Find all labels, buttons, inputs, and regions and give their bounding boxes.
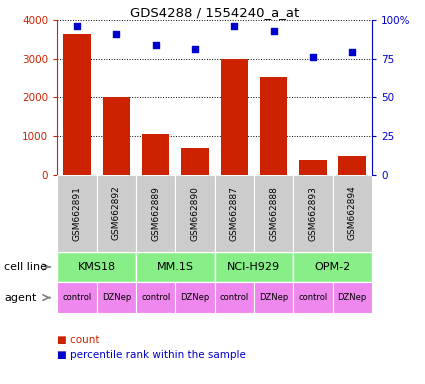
Text: GSM662894: GSM662894 [348, 186, 357, 240]
Text: NCI-H929: NCI-H929 [227, 262, 280, 272]
Bar [136, 252, 215, 282]
Text: OPM-2: OPM-2 [314, 262, 351, 272]
Bar [96, 282, 136, 313]
Text: cell line: cell line [4, 262, 47, 272]
Bar [293, 252, 372, 282]
Bar [142, 134, 170, 175]
Text: control: control [298, 293, 328, 302]
Bar [293, 175, 332, 252]
Bar [102, 98, 130, 175]
Point [231, 23, 238, 29]
Bar [254, 175, 293, 252]
Point [152, 41, 159, 48]
Bar [293, 282, 332, 313]
Bar [215, 175, 254, 252]
Point [192, 46, 198, 53]
Text: control: control [62, 293, 92, 302]
Text: agent: agent [4, 293, 37, 303]
Text: GSM662889: GSM662889 [151, 186, 160, 240]
Title: GDS4288 / 1554240_a_at: GDS4288 / 1554240_a_at [130, 6, 299, 19]
Bar [136, 175, 175, 252]
Text: ■ percentile rank within the sample: ■ percentile rank within the sample [57, 350, 246, 360]
Point [113, 31, 120, 37]
Bar [254, 282, 293, 313]
Text: GSM662888: GSM662888 [269, 186, 278, 240]
Bar [96, 175, 136, 252]
Point [270, 28, 277, 34]
Text: DZNep: DZNep [259, 293, 288, 302]
Bar [338, 156, 366, 175]
Bar [63, 33, 91, 175]
Text: GSM662890: GSM662890 [190, 186, 199, 240]
Point [349, 50, 356, 56]
Bar [221, 59, 248, 175]
Point [309, 54, 316, 60]
Text: DZNep: DZNep [102, 293, 131, 302]
Bar [57, 282, 96, 313]
Bar [299, 160, 327, 175]
Bar [136, 282, 175, 313]
Text: KMS18: KMS18 [78, 262, 116, 272]
Bar [332, 175, 372, 252]
Bar [175, 282, 215, 313]
Text: GSM662887: GSM662887 [230, 186, 239, 240]
Bar [57, 175, 96, 252]
Bar [181, 147, 209, 175]
Bar [57, 252, 136, 282]
Text: ■ count: ■ count [57, 335, 100, 345]
Text: control: control [220, 293, 249, 302]
Bar [215, 282, 254, 313]
Bar [332, 282, 372, 313]
Text: MM.1S: MM.1S [157, 262, 194, 272]
Text: GSM662891: GSM662891 [73, 186, 82, 240]
Text: GSM662892: GSM662892 [112, 186, 121, 240]
Text: DZNep: DZNep [180, 293, 210, 302]
Bar [260, 77, 287, 175]
Point [74, 23, 80, 29]
Text: control: control [141, 293, 170, 302]
Text: DZNep: DZNep [337, 293, 367, 302]
Text: GSM662893: GSM662893 [309, 186, 317, 240]
Bar [215, 252, 293, 282]
Bar [175, 175, 215, 252]
